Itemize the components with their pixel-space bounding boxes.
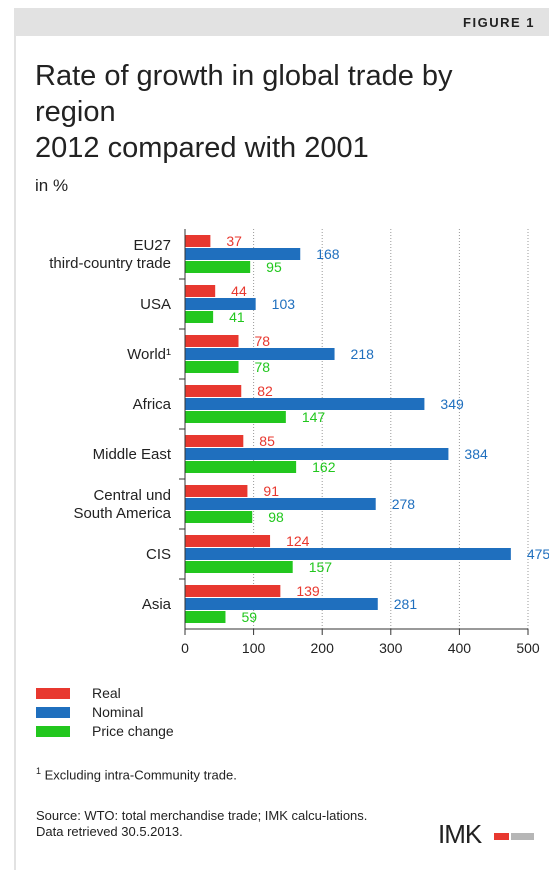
category-label: EU27	[133, 237, 171, 254]
bar	[185, 398, 425, 410]
title-line-3: 2012 compared with 2001	[35, 132, 369, 164]
x-tick-label: 100	[242, 640, 266, 656]
data-label: 157	[309, 559, 333, 575]
category-label: Middle East	[93, 446, 172, 463]
data-label: 384	[464, 446, 488, 462]
bar	[185, 448, 449, 460]
legend-label-price-change: Price change	[92, 723, 174, 739]
bar	[185, 511, 253, 523]
data-label: 162	[312, 459, 336, 475]
data-label: 85	[259, 433, 275, 449]
data-label: 475	[527, 546, 549, 562]
data-label: 59	[241, 609, 257, 625]
data-label: 82	[257, 383, 273, 399]
bar	[185, 385, 242, 397]
footnote-marker: 1	[36, 766, 42, 776]
x-tick-label: 500	[516, 640, 540, 656]
data-label: 103	[272, 296, 296, 312]
legend-swatch-real	[36, 688, 70, 699]
bar	[185, 235, 211, 247]
footnote: 1 Excluding intra-Community trade.	[36, 766, 237, 782]
data-label: 281	[394, 596, 418, 612]
bar	[185, 361, 239, 373]
source-note: Source: WTO: total merchandise trade; IM…	[36, 808, 416, 840]
data-label: 91	[263, 483, 279, 499]
x-tick-label: 200	[311, 640, 335, 656]
bar	[185, 285, 216, 297]
legend-label-real: Real	[92, 685, 121, 701]
logo-text: IMK	[438, 819, 482, 849]
bar	[185, 298, 256, 310]
data-label: 278	[392, 496, 416, 512]
bar	[185, 348, 335, 360]
title-line-1: Rate of growth in global trade by	[35, 60, 453, 92]
category-label: Asia	[142, 596, 172, 613]
category-label: World¹	[127, 346, 171, 363]
bar	[185, 461, 297, 473]
logo-grey-bar	[511, 833, 534, 840]
legend-swatch-nominal	[36, 707, 70, 718]
figure-label: FIGURE 1	[463, 15, 535, 30]
data-label: 349	[440, 396, 464, 412]
data-label: 98	[268, 509, 284, 525]
unit-label: in %	[35, 176, 69, 195]
retrieved-text: Data retrieved 30.5.2013.	[36, 824, 183, 839]
category-label: Africa	[133, 396, 172, 413]
bar	[185, 411, 286, 423]
bar	[185, 585, 281, 597]
logo-red-bar	[494, 833, 509, 840]
figure-banner: FIGURE 1	[14, 8, 549, 36]
category-label: third-country trade	[49, 255, 171, 272]
bar	[185, 261, 251, 273]
bar	[185, 335, 239, 347]
data-label: 37	[226, 233, 242, 249]
title-line-2: region	[35, 96, 116, 128]
x-tick-label: 0	[181, 640, 189, 656]
legend-label-nominal: Nominal	[92, 704, 144, 720]
bar	[185, 611, 226, 623]
data-label: 44	[231, 283, 247, 299]
bar	[185, 435, 244, 447]
data-label: 41	[229, 309, 245, 325]
category-label: South America	[73, 505, 171, 522]
chart-title: Rate of growth in global trade by region…	[35, 58, 535, 166]
bar	[185, 485, 248, 497]
data-label: 124	[286, 533, 310, 549]
legend-swatch-price-change	[36, 726, 70, 737]
data-label: 95	[266, 259, 282, 275]
x-tick-label: 300	[379, 640, 403, 656]
bar	[185, 498, 376, 510]
bar	[185, 561, 293, 573]
bar	[185, 248, 301, 260]
category-label: USA	[140, 296, 171, 313]
data-label: 78	[255, 333, 271, 349]
bar	[185, 535, 271, 547]
data-label: 218	[351, 346, 375, 362]
category-label: CIS	[146, 546, 171, 563]
bar	[185, 598, 378, 610]
bar	[185, 311, 214, 323]
bar	[185, 548, 511, 560]
data-label: 168	[316, 246, 340, 262]
left-rule	[14, 8, 16, 870]
data-label: 78	[255, 359, 271, 375]
data-label: 147	[302, 409, 326, 425]
footnote-text: Excluding intra-Community trade.	[41, 767, 237, 783]
source-text: Source: WTO: total merchandise trade; IM…	[36, 808, 368, 823]
category-label: Central und	[93, 487, 171, 504]
data-label: 139	[296, 583, 320, 599]
x-tick-label: 400	[448, 640, 472, 656]
